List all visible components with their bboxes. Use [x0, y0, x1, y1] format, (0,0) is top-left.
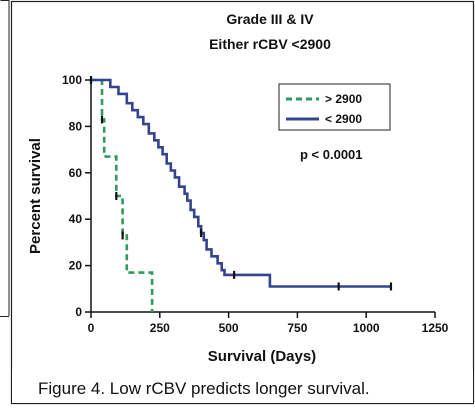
x-tick-label: 750 [287, 321, 307, 335]
series-line-lt-2900 [91, 78, 391, 288]
left-panel-border [0, 0, 10, 316]
legend: > 2900 < 2900 [278, 83, 391, 131]
axes: 0 250 500 750 1000 1250 0 20 40 60 80 100 [62, 73, 449, 335]
legend-box [278, 83, 391, 131]
y-tick-label: 20 [69, 259, 83, 273]
panel-border [10, 0, 475, 405]
y-tick-label: 60 [69, 166, 83, 180]
series-layer [89, 76, 393, 312]
p-value-annotation: p < 0.0001 [300, 147, 363, 162]
caption-background [12, 369, 473, 403]
x-axis-title: Survival (Days) [208, 348, 316, 365]
x-tick-label: 1000 [353, 321, 380, 335]
x-tick-label: 1250 [422, 321, 449, 335]
x-tick-label: 250 [150, 321, 170, 335]
x-tick-label: 0 [88, 321, 95, 335]
y-tick-label: 80 [69, 119, 83, 133]
x-tick-label: 500 [219, 321, 239, 335]
chart-title: Grade III & IV [226, 11, 314, 27]
figure-caption: Figure 4. Low rCBV predicts longer survi… [38, 379, 370, 398]
y-tick-label: 40 [69, 212, 83, 226]
y-tick-label: 0 [75, 305, 82, 319]
y-axis-title: Percent survival [27, 138, 44, 254]
series-line-gt-2900 [91, 78, 154, 312]
legend-label-lt-2900: < 2900 [325, 112, 362, 126]
legend-label-gt-2900: > 2900 [325, 92, 362, 106]
chart-subtitle: Either rCBV <2900 [209, 36, 331, 52]
y-tick-label: 100 [62, 73, 82, 87]
